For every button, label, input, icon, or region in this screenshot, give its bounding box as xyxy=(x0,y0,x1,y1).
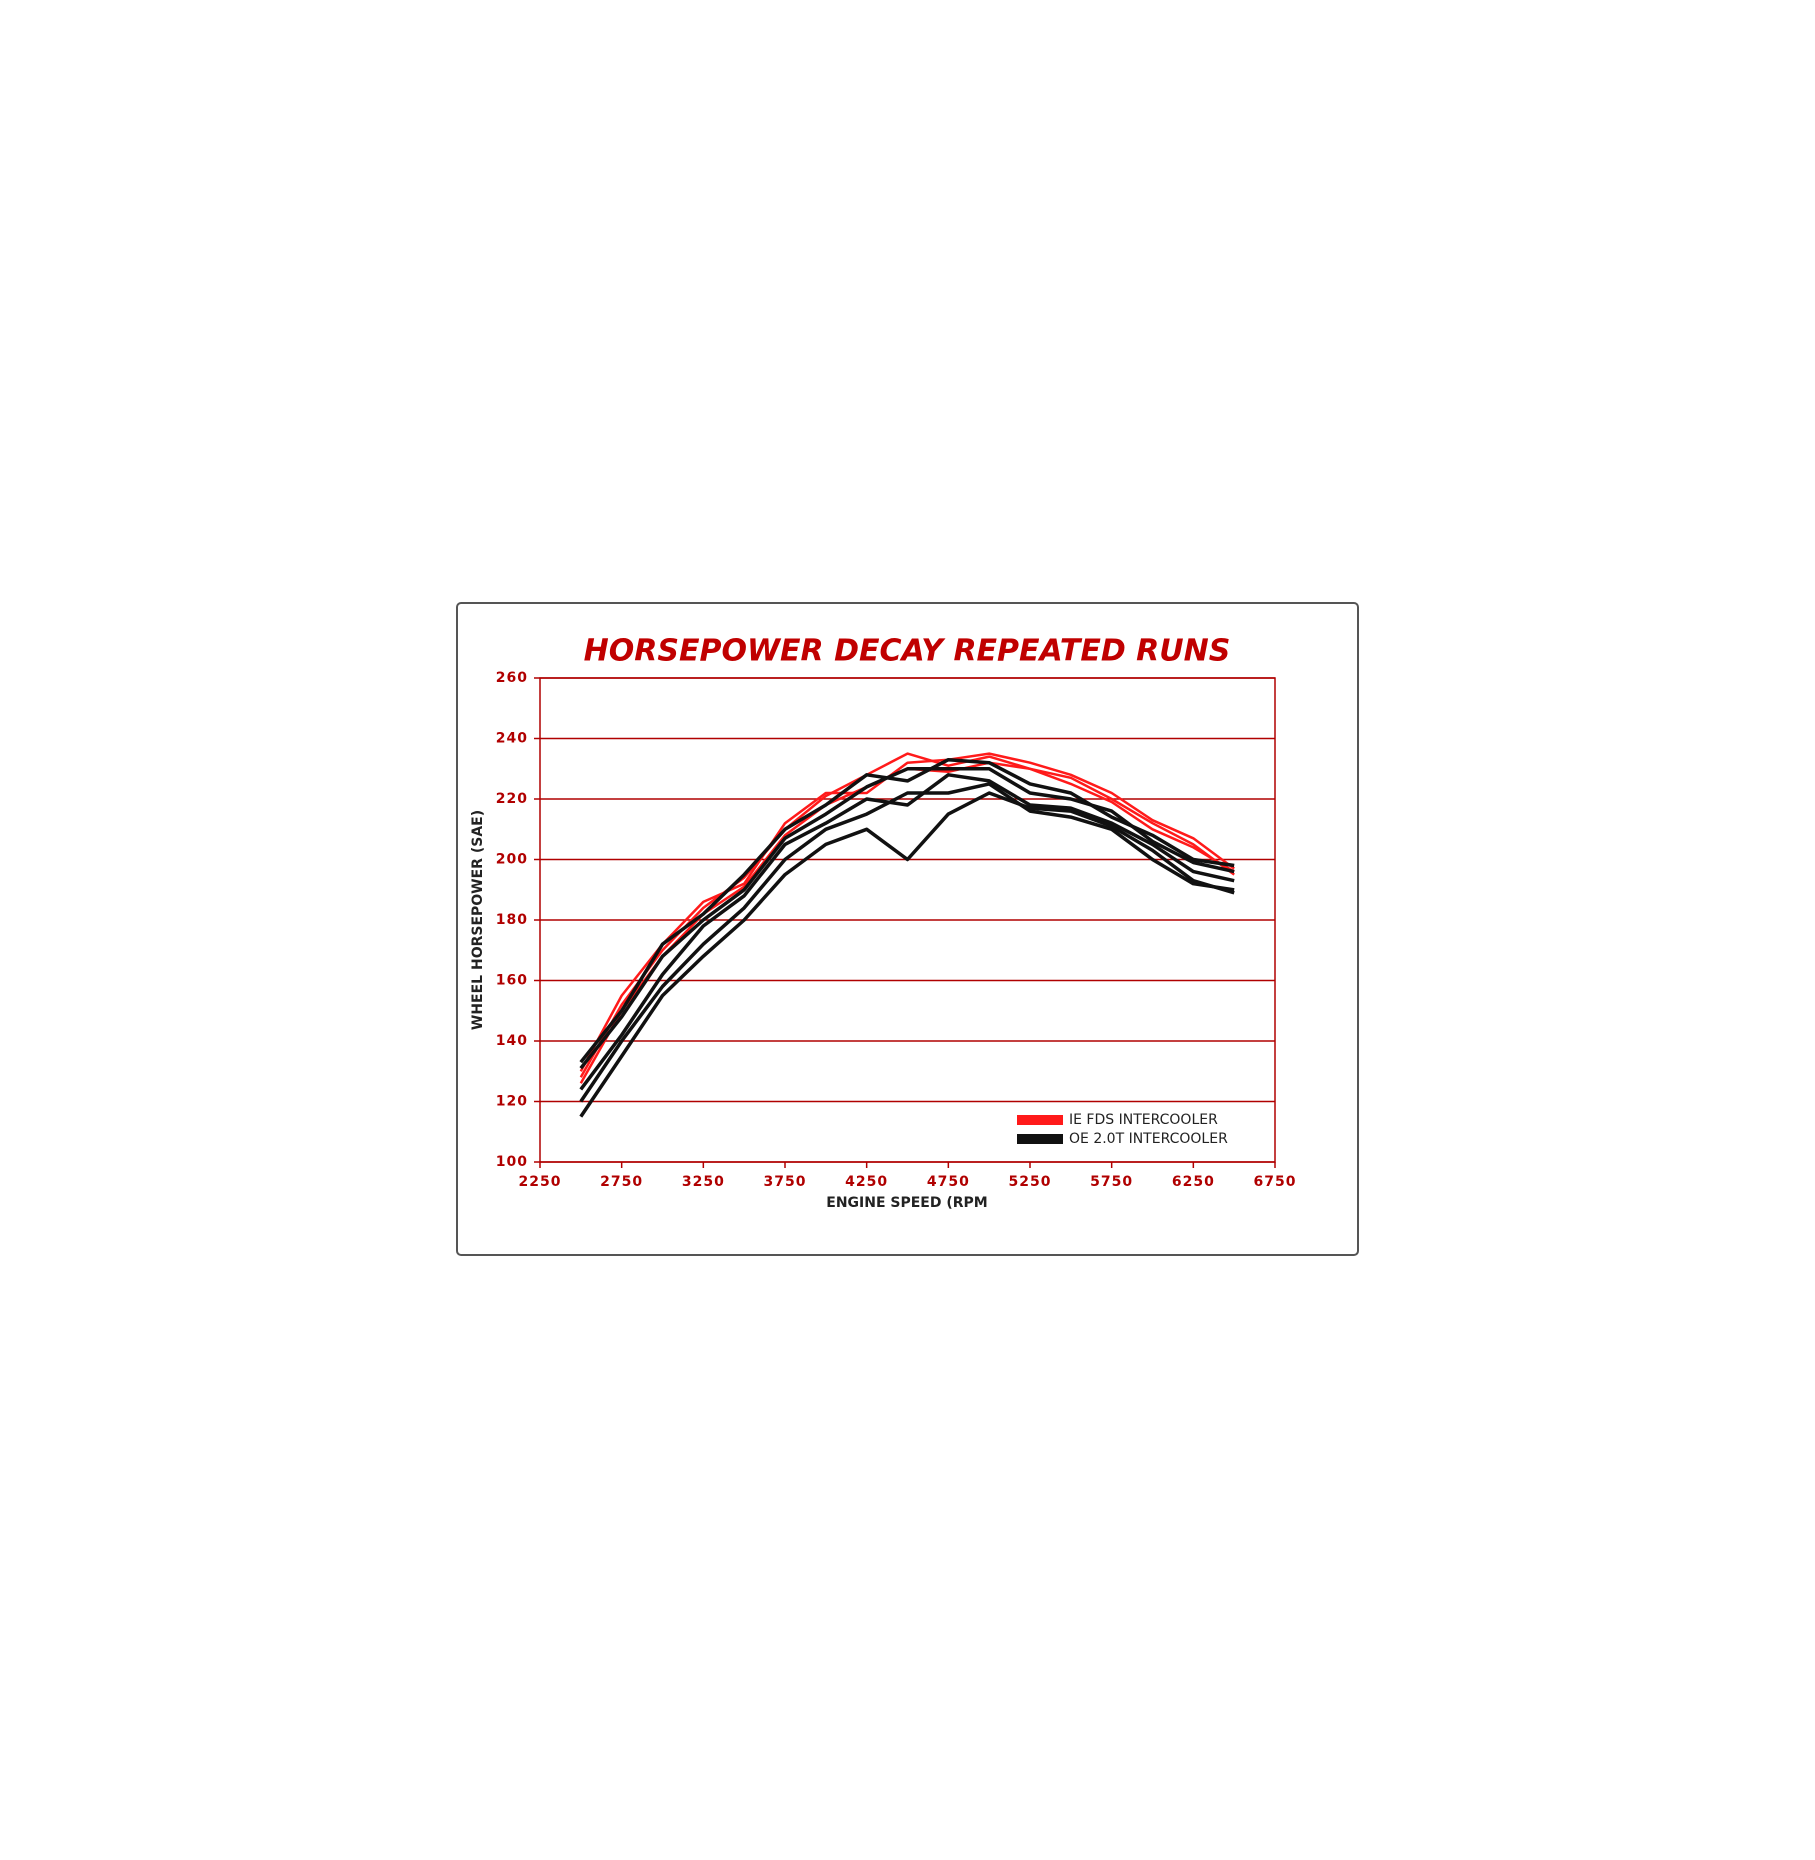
run-line xyxy=(579,752,1235,1072)
y-axis-label: WHEEL HORSEPOWER (SAE) xyxy=(470,810,486,1030)
y-tick-label: 160 xyxy=(496,973,528,989)
legend-swatch xyxy=(1017,1134,1063,1144)
legend-label: OE 2.0T INTERCOOLER xyxy=(1069,1131,1228,1147)
y-tick-label: 200 xyxy=(496,852,528,868)
x-tick-label: 2750 xyxy=(600,1174,643,1190)
run-line xyxy=(579,767,1235,1070)
x-tick-label: 4250 xyxy=(845,1174,888,1190)
legend-swatch xyxy=(1017,1115,1063,1125)
chart-card xyxy=(456,602,1359,1256)
x-axis-label: ENGINE SPEED (RPM xyxy=(826,1195,987,1211)
legend-label: IE FDS INTERCOOLER xyxy=(1069,1112,1218,1128)
y-tick-label: 140 xyxy=(496,1033,528,1049)
chart-title: HORSEPOWER DECAY REPEATED RUNS xyxy=(584,634,1231,669)
run-line xyxy=(579,782,1235,1103)
y-tick-label: 260 xyxy=(496,670,528,686)
y-tick-label: 120 xyxy=(496,1094,528,1110)
x-tick-label: 5750 xyxy=(1090,1174,1133,1190)
y-tick-label: 240 xyxy=(496,731,528,747)
y-tick-label: 100 xyxy=(496,1154,528,1170)
run-line xyxy=(579,791,1235,1118)
y-tick-label: 220 xyxy=(496,791,528,807)
x-tick-label: 6250 xyxy=(1172,1174,1215,1190)
x-tick-label: 3250 xyxy=(682,1174,725,1190)
y-tick-label: 180 xyxy=(496,912,528,928)
x-tick-label: 6750 xyxy=(1254,1174,1297,1190)
x-tick-label: 3750 xyxy=(764,1174,807,1190)
plot-frame xyxy=(539,677,1276,1163)
x-tick-label: 4750 xyxy=(927,1174,970,1190)
run-line xyxy=(579,773,1235,1091)
x-tick-label: 2250 xyxy=(519,1174,562,1190)
x-tick-label: 5250 xyxy=(1009,1174,1052,1190)
